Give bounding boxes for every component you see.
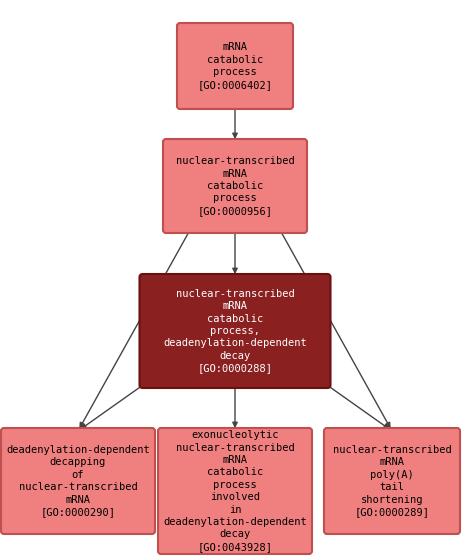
Text: nuclear-transcribed
mRNA
poly(A)
tail
shortening
[GO:0000289]: nuclear-transcribed mRNA poly(A) tail sh… bbox=[333, 445, 451, 517]
FancyBboxPatch shape bbox=[158, 428, 312, 554]
FancyBboxPatch shape bbox=[163, 139, 307, 233]
Text: exonucleolytic
nuclear-transcribed
mRNA
catabolic
process
involved
in
deadenylat: exonucleolytic nuclear-transcribed mRNA … bbox=[163, 430, 307, 552]
Text: deadenylation-dependent
decapping
of
nuclear-transcribed
mRNA
[GO:0000290]: deadenylation-dependent decapping of nuc… bbox=[6, 445, 150, 517]
Text: mRNA
catabolic
process
[GO:0006402]: mRNA catabolic process [GO:0006402] bbox=[197, 42, 273, 90]
FancyBboxPatch shape bbox=[324, 428, 460, 534]
Text: nuclear-transcribed
mRNA
catabolic
process
[GO:0000956]: nuclear-transcribed mRNA catabolic proce… bbox=[176, 156, 294, 216]
FancyBboxPatch shape bbox=[177, 23, 293, 109]
FancyBboxPatch shape bbox=[1, 428, 155, 534]
Text: nuclear-transcribed
mRNA
catabolic
process,
deadenylation-dependent
decay
[GO:00: nuclear-transcribed mRNA catabolic proce… bbox=[163, 289, 307, 373]
FancyBboxPatch shape bbox=[140, 274, 330, 388]
